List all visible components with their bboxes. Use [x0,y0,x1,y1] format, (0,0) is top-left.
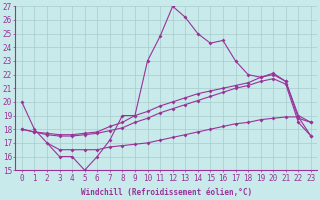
X-axis label: Windchill (Refroidissement éolien,°C): Windchill (Refroidissement éolien,°C) [81,188,252,197]
